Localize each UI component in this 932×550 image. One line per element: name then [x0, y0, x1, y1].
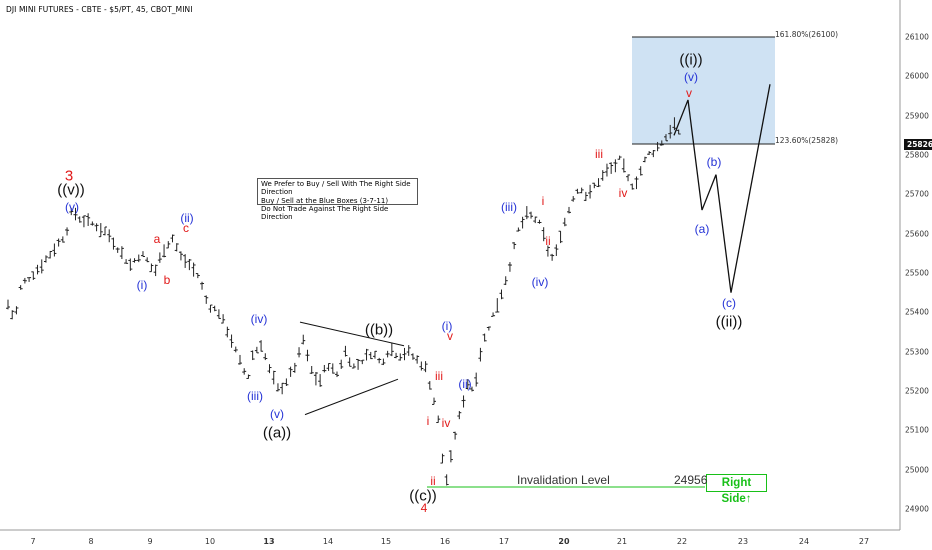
note-line-1: We Prefer to Buy / Sell With The Right S…	[261, 180, 411, 197]
wave-label-ii-small: ii	[430, 474, 436, 488]
x-tick-label: 13	[263, 537, 275, 546]
y-tick-label: 25100	[905, 425, 929, 435]
strategy-note-box: We Prefer to Buy / Sell With The Right S…	[257, 178, 418, 221]
x-tick-label: 15	[380, 537, 392, 546]
y-tick-label: 26100	[905, 32, 929, 42]
invalidation-value: 24956	[674, 473, 708, 487]
wave-label-a-paren: (a)	[694, 222, 710, 236]
triangle-upper-line	[299, 321, 405, 347]
x-tick-label: 14	[322, 537, 334, 546]
x-tick-label: 8	[88, 537, 94, 546]
y-tick-label: 25900	[905, 111, 929, 121]
wave-label-ii-paren-2: (ii)	[458, 377, 472, 391]
wave-label-ii-double: ((ii))	[715, 313, 743, 331]
wave-label-v-paren-2: (v)	[270, 407, 284, 421]
x-tick-label: 21	[616, 537, 628, 546]
y-tick-label: 25200	[905, 386, 929, 396]
wave-label-iv-small-2: iv	[618, 186, 628, 200]
fib-123-label: 123.60%(25828)	[775, 136, 839, 145]
projection-path	[673, 84, 771, 293]
y-tick-label: 25300	[905, 347, 929, 357]
x-tick-label: 17	[498, 537, 510, 546]
wave-label-c: c	[183, 221, 189, 235]
invalidation-label: Invalidation Level	[517, 473, 610, 487]
y-tick-label: 25000	[905, 465, 929, 475]
wave-label-c-paren: (c)	[722, 296, 736, 310]
wave-label-b-double: ((b))	[364, 321, 394, 339]
wave-label-i-paren: (i)	[136, 278, 148, 292]
wave-label-b: b	[163, 273, 171, 287]
x-tick-label: 20	[558, 537, 570, 546]
y-tick-label: 25600	[905, 229, 929, 239]
y-tick-label: 25400	[905, 307, 929, 317]
x-tick-label: 24	[798, 537, 810, 546]
wave-label-iv-small: iv	[441, 416, 451, 430]
wave-label-v-paren: (v)	[65, 200, 79, 214]
y-tick-label: 24900	[905, 504, 929, 514]
fib-161-label: 161.80%(26100)	[775, 30, 839, 39]
wave-label-b-paren: (b)	[706, 155, 722, 169]
y-tick-label: 26000	[905, 71, 929, 81]
wave-label-v-small: v	[447, 329, 453, 343]
y-tick-label: 25800	[905, 150, 929, 160]
last-price-tag: 25826	[904, 139, 932, 150]
wave-label-v-small-2: v	[686, 86, 692, 100]
price-bars	[6, 117, 681, 486]
wave-label-i-small-2: i	[541, 194, 545, 208]
triangle-lower-line	[304, 378, 399, 416]
wave-label-i-double: ((i))	[679, 51, 703, 69]
x-tick-label: 7	[30, 537, 36, 546]
chart-title: DJI MINI FUTURES - CBTE - $5/PT, 45, CBO…	[6, 5, 193, 14]
wave-label-iv-paren-2: (iv)	[531, 275, 549, 289]
wave-label-i-small: i	[426, 414, 430, 428]
wave-label-a-double: ((a))	[262, 424, 292, 442]
wave-label-ii-small-2: ii	[545, 234, 551, 248]
right-side-label: Right Side	[721, 477, 752, 505]
up-arrow-icon: ↑	[745, 493, 752, 505]
wave-label-iv-paren: (iv)	[250, 312, 268, 326]
right-side-badge: Right Side↑	[706, 474, 767, 505]
x-tick-label: 9	[147, 537, 153, 546]
note-line-3: Do Not Trade Against The Right Side Dire…	[261, 204, 389, 222]
x-tick-label: 27	[858, 537, 870, 546]
wave-label-iii-paren: (iii)	[247, 389, 263, 403]
wave-label-iii-paren-2: (iii)	[501, 200, 517, 214]
wave-label-3: 3	[64, 167, 74, 185]
wave-label-v-paren-3: (v)	[684, 70, 698, 84]
wave-label-4: 4	[420, 501, 428, 515]
blue-box-zone	[632, 37, 775, 144]
x-tick-label: 22	[676, 537, 688, 546]
x-tick-label: 16	[439, 537, 451, 546]
wave-label-c-double: ((c))	[409, 487, 437, 505]
x-tick-label: 10	[204, 537, 216, 546]
wave-label-a: a	[153, 232, 161, 246]
note-line-2: Buy / Sell at the Blue Boxes (3-7-11)	[261, 196, 389, 205]
wave-label-v-double: ((v))	[57, 181, 85, 199]
wave-label-iii-small: iii	[435, 369, 443, 383]
wave-label-i-paren-2: (i)	[441, 319, 453, 333]
y-tick-label: 25500	[905, 268, 929, 278]
wave-label-ii-paren: (ii)	[180, 211, 194, 225]
x-tick-label: 23	[737, 537, 749, 546]
wave-label-iii-small-2: iii	[595, 147, 603, 161]
y-tick-label: 25700	[905, 189, 929, 199]
